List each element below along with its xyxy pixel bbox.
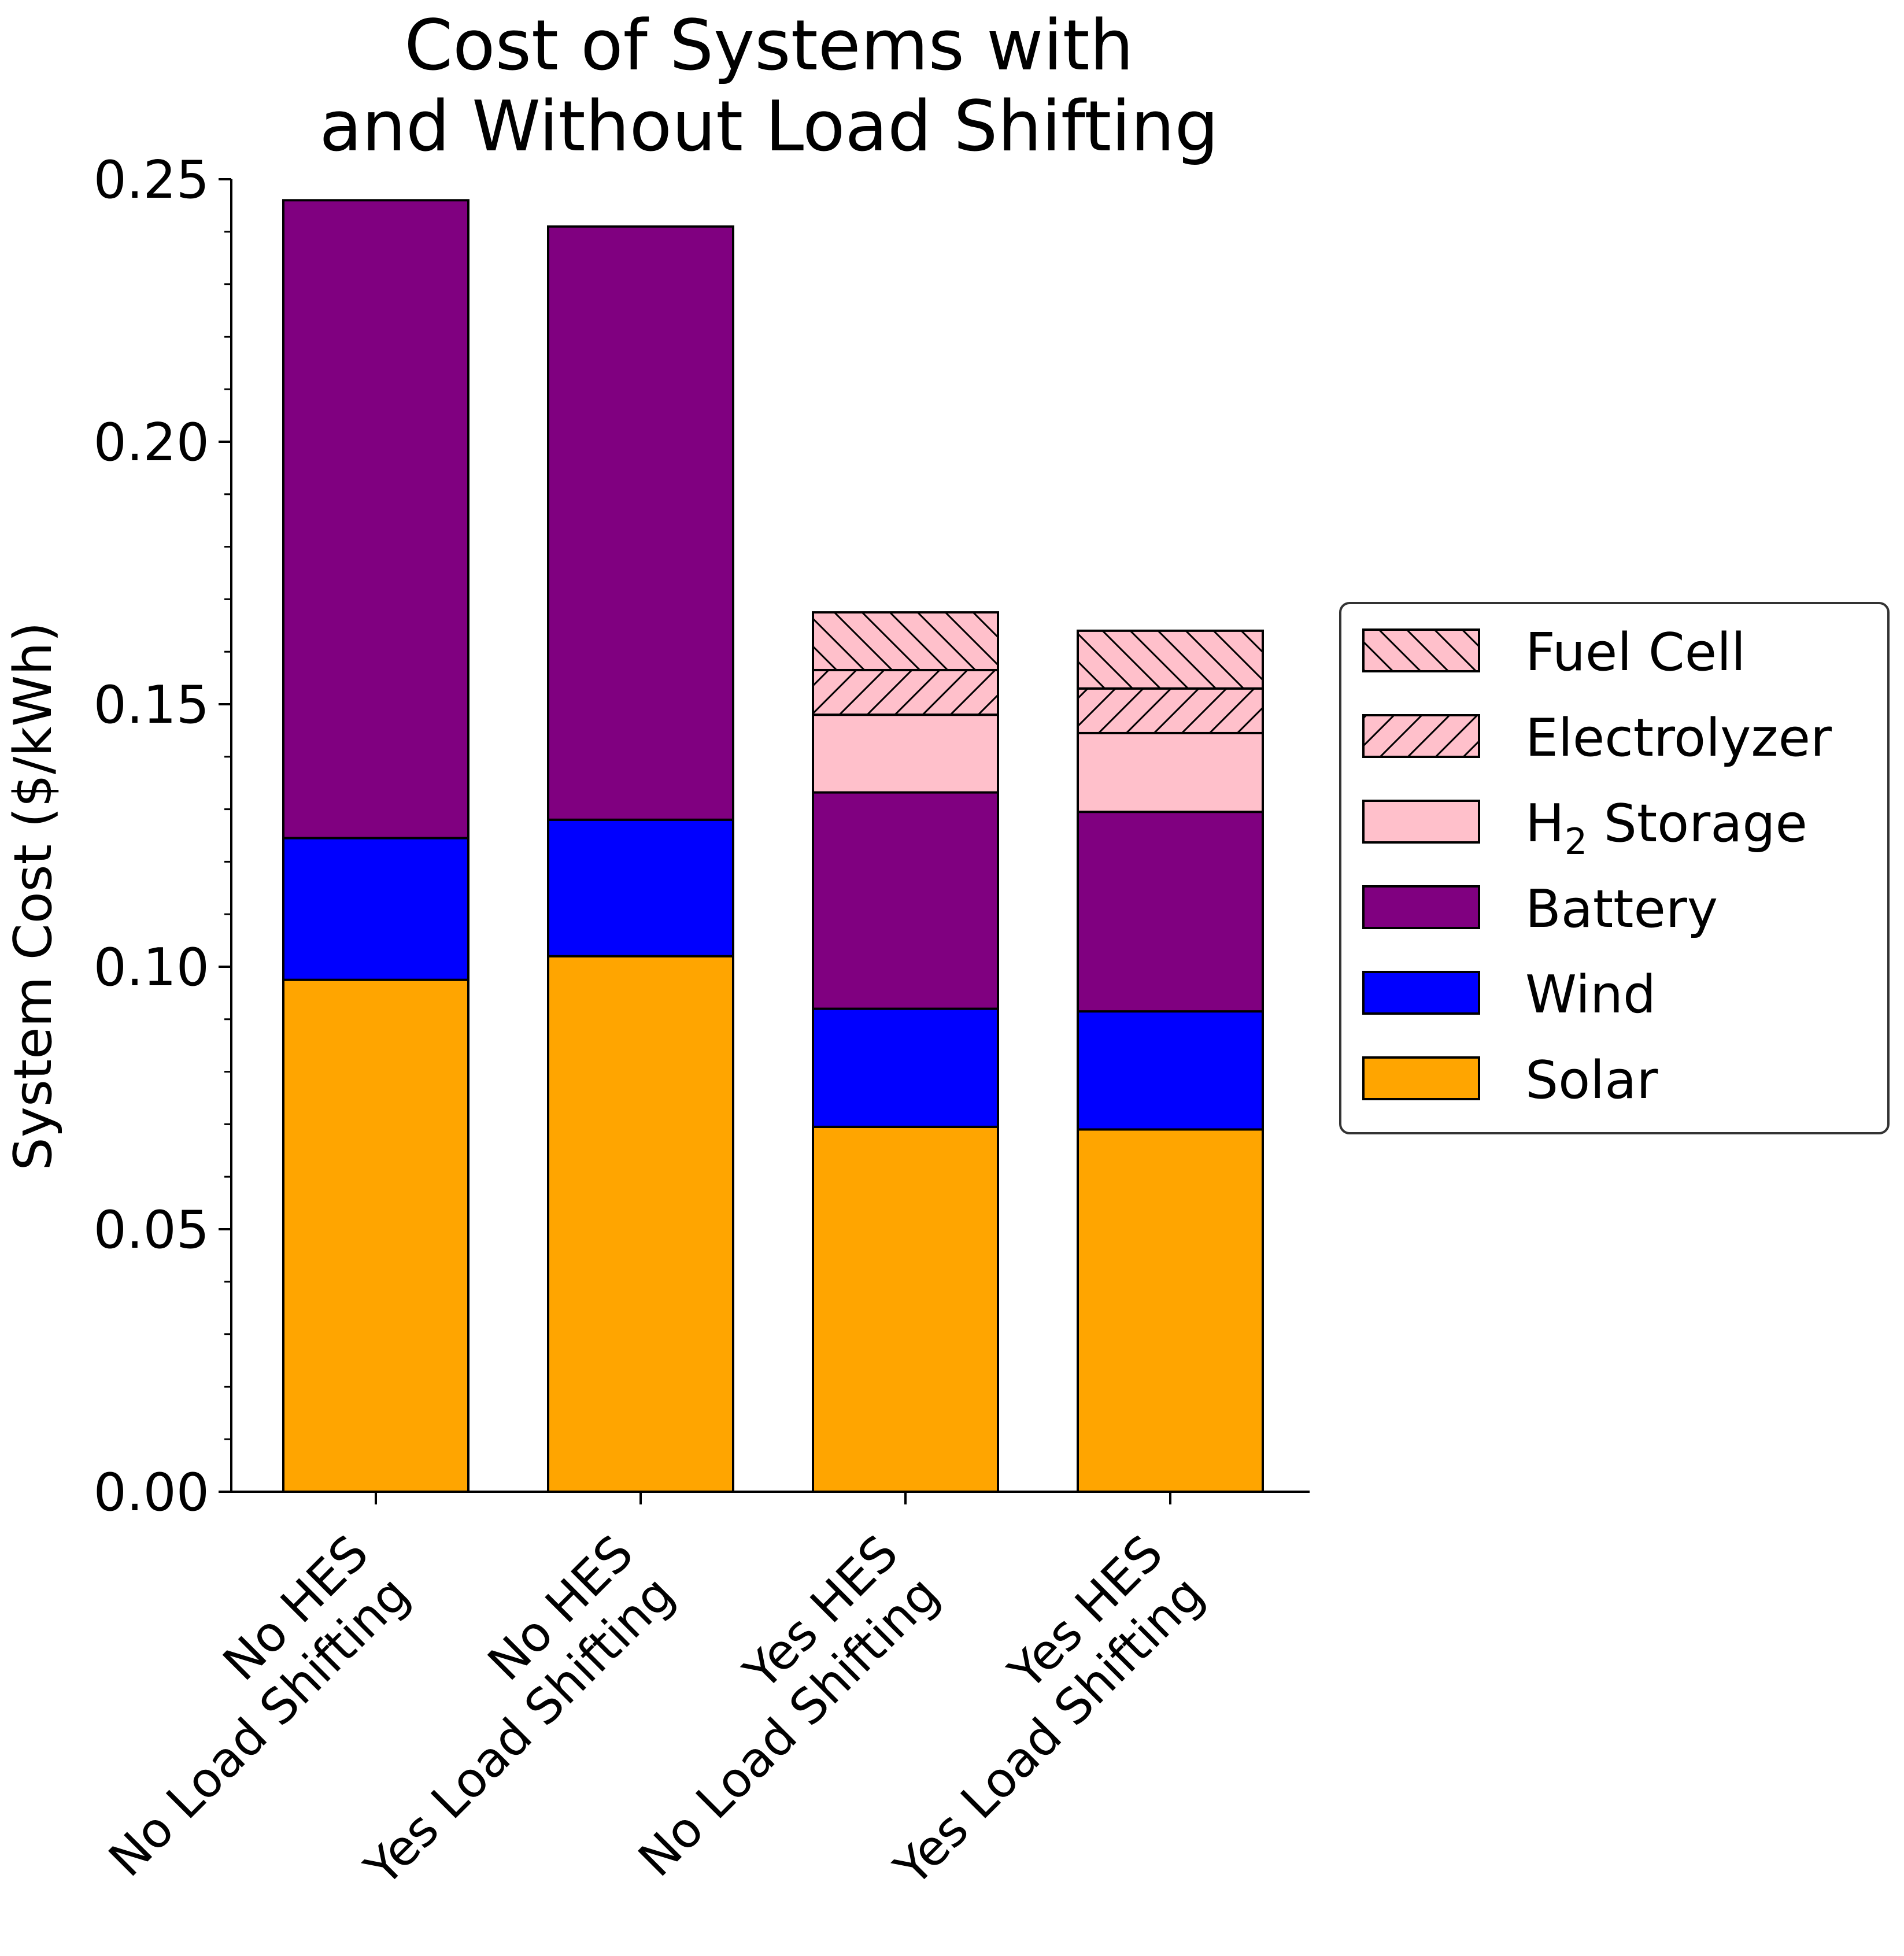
bar-electrolyzer-3 <box>1077 687 1264 734</box>
bar-h2-storage-2 <box>812 713 999 794</box>
bar-solar-2 <box>812 1125 999 1493</box>
legend-label: H2 Storage <box>1525 793 1807 863</box>
legend-label: Fuel Cell <box>1525 622 1746 683</box>
bar-solar-3 <box>1077 1128 1264 1493</box>
y-axis-label: System Cost ($/kWh) <box>3 622 64 1171</box>
bar-wind-3 <box>1077 1010 1264 1131</box>
legend-swatch-wind <box>1362 971 1480 1015</box>
bar-fuel-cell-2 <box>812 611 999 671</box>
y-tick-label: 0.25 <box>94 150 209 210</box>
bar-wind-0 <box>282 837 469 981</box>
y-tick-label: 0.10 <box>94 937 209 998</box>
bar-solar-1 <box>547 955 734 1493</box>
bar-battery-2 <box>812 791 999 1010</box>
y-tick-label: 0.05 <box>94 1200 209 1260</box>
bar-solar-0 <box>282 978 469 1493</box>
legend-swatch-fuel-cell <box>1362 628 1480 672</box>
bar-wind-1 <box>547 818 734 957</box>
y-tick-label: 0.15 <box>94 675 209 735</box>
bar-h2-storage-3 <box>1077 731 1264 814</box>
legend-label: Wind <box>1525 964 1656 1025</box>
bar-wind-2 <box>812 1007 999 1128</box>
chart-title-line-2: and Without Load Shifting <box>319 87 1218 167</box>
legend-swatch-solar <box>1362 1056 1480 1100</box>
bar-battery-3 <box>1077 811 1264 1013</box>
bar-fuel-cell-3 <box>1077 629 1264 690</box>
legend-swatch-electrolyzer <box>1362 714 1480 758</box>
bar-battery-1 <box>547 225 734 821</box>
legend-swatch-h2-storage <box>1362 800 1480 844</box>
legend-swatch-battery <box>1362 885 1480 929</box>
chart-title-line-1: Cost of Systems with <box>404 6 1133 86</box>
bar-battery-0 <box>282 199 469 840</box>
legend-label: Battery <box>1525 879 1718 940</box>
y-tick-label: 0.00 <box>94 1462 209 1523</box>
bars-group <box>282 199 1264 1493</box>
legend-label: Electrolyzer <box>1525 708 1832 768</box>
y-tick-label: 0.20 <box>94 412 209 473</box>
legend-label: Solar <box>1525 1050 1658 1111</box>
bar-electrolyzer-2 <box>812 668 999 716</box>
legend: Fuel Cell Electrolyzer H2 Storage Battery Wi… <box>1339 602 1890 1134</box>
